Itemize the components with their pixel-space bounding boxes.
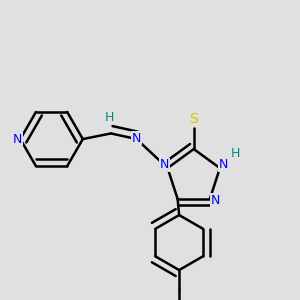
Text: S: S	[189, 112, 198, 126]
Text: N: N	[219, 158, 228, 171]
Text: N: N	[13, 133, 22, 146]
Text: N: N	[160, 158, 169, 171]
Text: N: N	[132, 132, 141, 145]
Text: H: H	[231, 147, 240, 160]
Text: N: N	[211, 194, 220, 207]
Text: H: H	[105, 111, 114, 124]
